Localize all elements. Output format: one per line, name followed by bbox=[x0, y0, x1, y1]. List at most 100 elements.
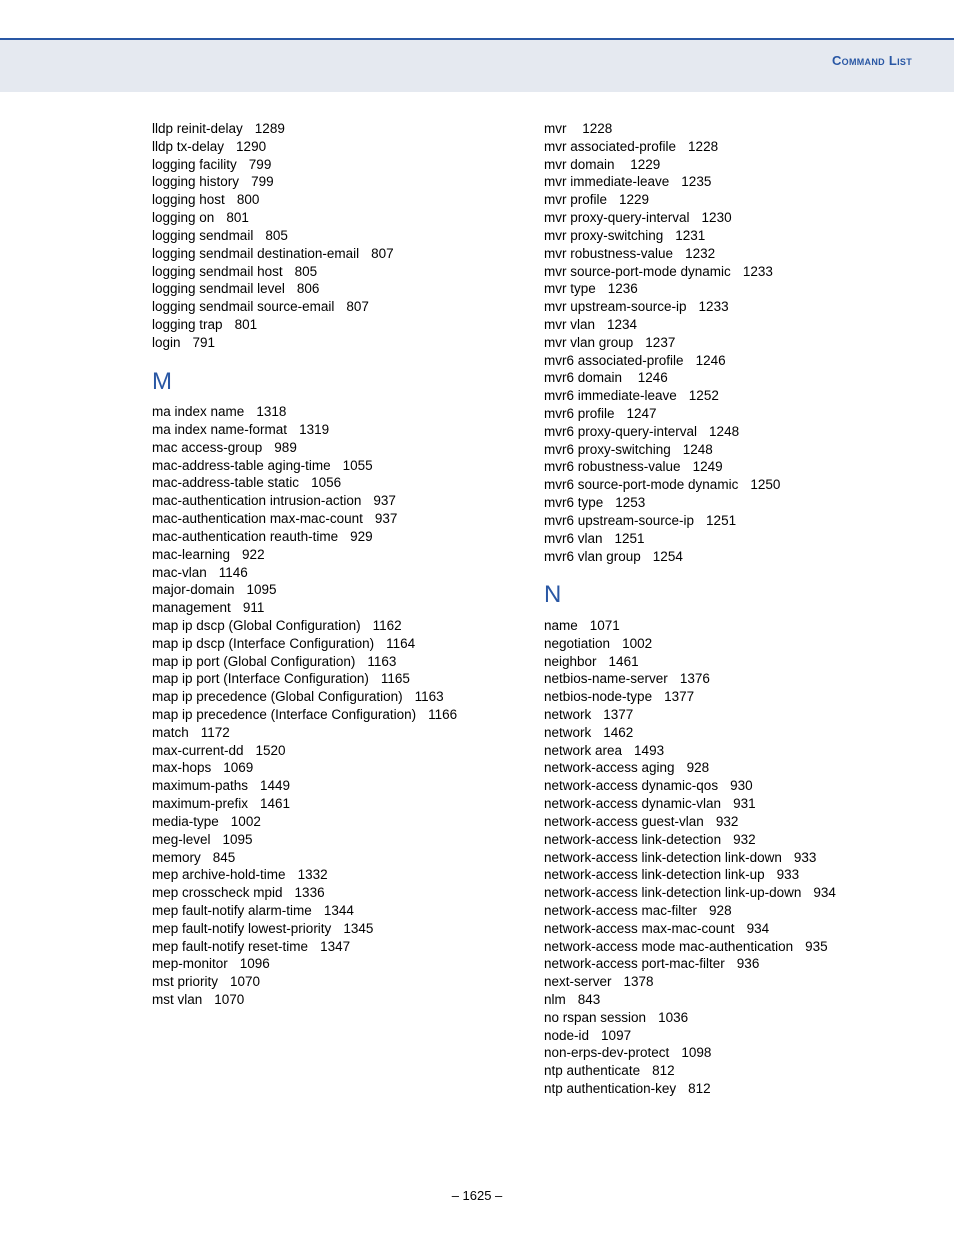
index-entry[interactable]: mvr6 type1253 bbox=[544, 494, 912, 512]
index-entry[interactable]: max-hops1069 bbox=[152, 759, 520, 777]
index-entry[interactable]: mep crosscheck mpid1336 bbox=[152, 884, 520, 902]
index-entry[interactable]: login791 bbox=[152, 334, 520, 352]
index-entry[interactable]: meg-level1095 bbox=[152, 831, 520, 849]
index-entry[interactable]: mvr6 source-port-mode dynamic1250 bbox=[544, 476, 912, 494]
index-entry[interactable]: mac-authentication max-mac-count937 bbox=[152, 510, 520, 528]
index-entry[interactable]: network-access link-detection932 bbox=[544, 831, 912, 849]
index-entry[interactable]: memory845 bbox=[152, 849, 520, 867]
index-entry[interactable]: logging trap801 bbox=[152, 316, 520, 334]
index-entry[interactable]: nlm843 bbox=[544, 991, 912, 1009]
index-entry[interactable]: mep fault-notify alarm-time1344 bbox=[152, 902, 520, 920]
index-entry[interactable]: mep fault-notify reset-time1347 bbox=[152, 938, 520, 956]
index-entry[interactable]: no rspan session1036 bbox=[544, 1009, 912, 1027]
index-entry[interactable]: lldp reinit-delay1289 bbox=[152, 120, 520, 138]
index-entry[interactable]: mvr type1236 bbox=[544, 280, 912, 298]
index-entry[interactable]: node-id1097 bbox=[544, 1027, 912, 1045]
index-entry[interactable]: media-type1002 bbox=[152, 813, 520, 831]
index-entry[interactable]: mac access-group989 bbox=[152, 439, 520, 457]
index-entry[interactable]: mvr associated-profile1228 bbox=[544, 138, 912, 156]
index-entry[interactable]: network-access dynamic-qos930 bbox=[544, 777, 912, 795]
index-entry[interactable]: match1172 bbox=[152, 724, 520, 742]
index-entry[interactable]: network1462 bbox=[544, 724, 912, 742]
index-entry[interactable]: mvr6 profile1247 bbox=[544, 405, 912, 423]
index-entry[interactable]: logging on801 bbox=[152, 209, 520, 227]
index-entry[interactable]: lldp tx-delay1290 bbox=[152, 138, 520, 156]
index-entry[interactable]: negotiation1002 bbox=[544, 635, 912, 653]
index-entry[interactable]: mvr6 proxy-query-interval1248 bbox=[544, 423, 912, 441]
index-entry[interactable]: mvr6 domain 1246 bbox=[544, 369, 912, 387]
index-entry[interactable]: mvr profile1229 bbox=[544, 191, 912, 209]
index-entry[interactable]: mvr robustness-value1232 bbox=[544, 245, 912, 263]
index-entry[interactable]: logging facility799 bbox=[152, 156, 520, 174]
index-entry[interactable]: ntp authenticate812 bbox=[544, 1062, 912, 1080]
index-entry[interactable]: mep-monitor1096 bbox=[152, 955, 520, 973]
index-entry[interactable]: network-access link-detection link-up-do… bbox=[544, 884, 912, 902]
index-entry[interactable]: network-access link-detection link-up933 bbox=[544, 866, 912, 884]
index-entry[interactable]: network-access mode mac-authentication93… bbox=[544, 938, 912, 956]
index-entry[interactable]: logging sendmail805 bbox=[152, 227, 520, 245]
index-entry[interactable]: map ip dscp (Interface Configuration)116… bbox=[152, 635, 520, 653]
index-entry[interactable]: map ip port (Global Configuration)1163 bbox=[152, 653, 520, 671]
index-entry[interactable]: map ip precedence (Interface Configurati… bbox=[152, 706, 520, 724]
index-entry[interactable]: map ip port (Interface Configuration)116… bbox=[152, 670, 520, 688]
index-entry[interactable]: major-domain1095 bbox=[152, 581, 520, 599]
index-entry[interactable]: logging sendmail source-email807 bbox=[152, 298, 520, 316]
index-entry[interactable]: logging host800 bbox=[152, 191, 520, 209]
index-entry[interactable]: mvr6 vlan1251 bbox=[544, 530, 912, 548]
index-entry[interactable]: logging sendmail host805 bbox=[152, 263, 520, 281]
index-entry[interactable]: netbios-node-type1377 bbox=[544, 688, 912, 706]
index-entry[interactable]: mvr source-port-mode dynamic1233 bbox=[544, 263, 912, 281]
index-entry[interactable]: ma index name-format1319 bbox=[152, 421, 520, 439]
index-entry[interactable]: logging sendmail level806 bbox=[152, 280, 520, 298]
index-entry[interactable]: mvr upstream-source-ip1233 bbox=[544, 298, 912, 316]
index-entry[interactable]: max-current-dd1520 bbox=[152, 742, 520, 760]
index-entry[interactable]: network-access mac-filter928 bbox=[544, 902, 912, 920]
index-entry[interactable]: mvr immediate-leave1235 bbox=[544, 173, 912, 191]
index-entry[interactable]: neighbor1461 bbox=[544, 653, 912, 671]
index-entry[interactable]: mac-authentication reauth-time929 bbox=[152, 528, 520, 546]
index-entry[interactable]: mvr proxy-switching1231 bbox=[544, 227, 912, 245]
index-entry[interactable]: network area1493 bbox=[544, 742, 912, 760]
index-entry[interactable]: network-access link-detection link-down9… bbox=[544, 849, 912, 867]
index-entry[interactable]: network-access aging928 bbox=[544, 759, 912, 777]
index-entry[interactable]: name1071 bbox=[544, 617, 912, 635]
index-entry[interactable]: next-server1378 bbox=[544, 973, 912, 991]
index-entry[interactable]: management911 bbox=[152, 599, 520, 617]
index-entry[interactable]: mvr6 upstream-source-ip1251 bbox=[544, 512, 912, 530]
index-entry[interactable]: ntp authentication-key812 bbox=[544, 1080, 912, 1098]
index-entry[interactable]: mst vlan1070 bbox=[152, 991, 520, 1009]
index-entry[interactable]: mvr6 robustness-value1249 bbox=[544, 458, 912, 476]
index-entry[interactable]: mst priority1070 bbox=[152, 973, 520, 991]
index-entry[interactable]: mep archive-hold-time1332 bbox=[152, 866, 520, 884]
index-entry[interactable]: mvr vlan1234 bbox=[544, 316, 912, 334]
index-entry[interactable]: logging history799 bbox=[152, 173, 520, 191]
index-entry[interactable]: mvr 1228 bbox=[544, 120, 912, 138]
index-entry[interactable]: network-access max-mac-count934 bbox=[544, 920, 912, 938]
index-entry[interactable]: mvr6 associated-profile1246 bbox=[544, 352, 912, 370]
index-entry[interactable]: logging sendmail destination-email807 bbox=[152, 245, 520, 263]
index-entry[interactable]: netbios-name-server1376 bbox=[544, 670, 912, 688]
index-entry[interactable]: mac-address-table aging-time1055 bbox=[152, 457, 520, 475]
index-entry[interactable]: mac-address-table static1056 bbox=[152, 474, 520, 492]
index-entry[interactable]: mac-authentication intrusion-action937 bbox=[152, 492, 520, 510]
index-entry[interactable]: non-erps-dev-protect1098 bbox=[544, 1044, 912, 1062]
index-entry[interactable]: maximum-prefix1461 bbox=[152, 795, 520, 813]
index-entry[interactable]: map ip dscp (Global Configuration)1162 bbox=[152, 617, 520, 635]
index-entry[interactable]: network-access port-mac-filter936 bbox=[544, 955, 912, 973]
index-entry[interactable]: mep fault-notify lowest-priority1345 bbox=[152, 920, 520, 938]
index-entry[interactable]: network-access dynamic-vlan931 bbox=[544, 795, 912, 813]
index-entry[interactable]: network-access guest-vlan932 bbox=[544, 813, 912, 831]
index-entry[interactable]: maximum-paths1449 bbox=[152, 777, 520, 795]
index-entry[interactable]: mvr proxy-query-interval1230 bbox=[544, 209, 912, 227]
index-entry[interactable]: mac-learning922 bbox=[152, 546, 520, 564]
index-entry[interactable]: mvr6 proxy-switching1248 bbox=[544, 441, 912, 459]
index-entry[interactable]: network1377 bbox=[544, 706, 912, 724]
index-entry[interactable]: mvr vlan group1237 bbox=[544, 334, 912, 352]
index-entry[interactable]: mvr6 immediate-leave1252 bbox=[544, 387, 912, 405]
index-entry[interactable]: mac-vlan1146 bbox=[152, 564, 520, 582]
index-entry[interactable]: map ip precedence (Global Configuration)… bbox=[152, 688, 520, 706]
index-entry[interactable]: ma index name1318 bbox=[152, 403, 520, 421]
index-entry[interactable]: mvr domain 1229 bbox=[544, 156, 912, 174]
index-entry[interactable]: mvr6 vlan group1254 bbox=[544, 548, 912, 566]
entry-command: mvr6 immediate-leave bbox=[544, 388, 677, 403]
